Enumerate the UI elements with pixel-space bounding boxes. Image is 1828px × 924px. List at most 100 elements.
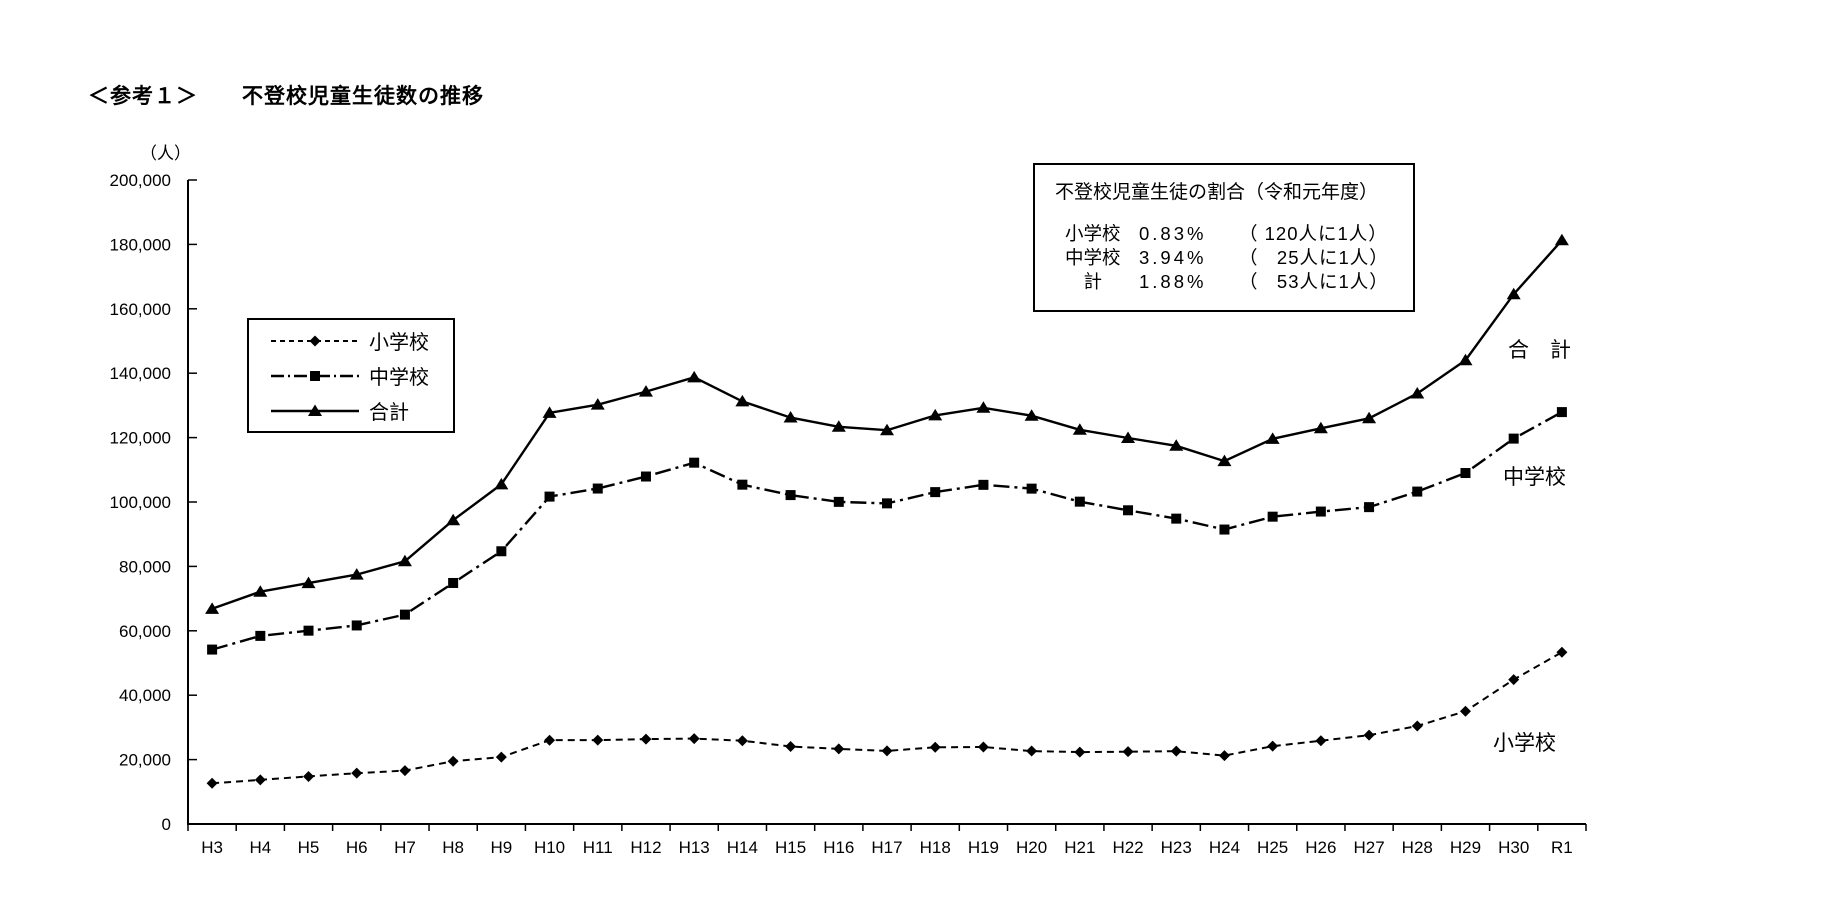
diamond-marker-icon — [785, 740, 797, 752]
triangle-marker-icon — [205, 602, 220, 614]
x-tick-label: H10 — [534, 838, 565, 857]
series-total — [205, 233, 1569, 614]
x-tick-label: H30 — [1498, 838, 1529, 857]
diamond-marker-icon — [833, 743, 845, 755]
triangle-marker-icon — [397, 554, 412, 567]
x-tick-label: H5 — [298, 838, 320, 857]
rate-label: 計 — [1065, 271, 1103, 292]
triangle-marker-icon — [253, 585, 268, 597]
x-tick-label: H9 — [490, 838, 512, 857]
square-marker-icon — [207, 644, 218, 655]
series-annotation-total: 合 計 — [1508, 339, 1571, 362]
triangle-marker-icon — [349, 568, 364, 580]
x-tick-label: H25 — [1257, 838, 1288, 857]
square-marker-icon — [833, 496, 844, 507]
triangle-marker-icon — [1458, 353, 1473, 366]
diamond-marker-icon — [1556, 646, 1568, 658]
square-marker-icon — [1171, 513, 1182, 524]
x-tick-label: H14 — [727, 838, 758, 857]
diamond-marker-icon — [881, 745, 893, 757]
square-marker-icon — [399, 609, 410, 620]
diamond-marker-icon — [977, 741, 989, 753]
series-line-junior_high — [211, 411, 1563, 651]
y-tick-label: 140,000 — [110, 364, 171, 383]
rate-row-total: 計 1.88% （ 53人に1人） — [1065, 270, 1413, 294]
x-tick-label: H4 — [249, 838, 271, 857]
diamond-marker-icon — [1411, 720, 1423, 732]
triangle-marker-icon — [1265, 432, 1280, 444]
square-marker-icon — [592, 483, 603, 494]
legend: 小学校 中学校 合計 — [247, 318, 455, 433]
diamond-marker-icon — [303, 770, 315, 782]
diamond-marker-icon — [399, 765, 411, 777]
triangle-marker-icon — [1217, 454, 1232, 467]
x-tick-label: H15 — [775, 838, 806, 857]
square-marker-icon — [1412, 486, 1423, 497]
diamond-marker-icon — [1459, 705, 1471, 717]
square-marker-icon — [689, 457, 700, 468]
x-tick-label: H21 — [1064, 838, 1095, 857]
triangle-marker-icon — [1362, 411, 1377, 424]
y-tick-label: 20,000 — [119, 751, 171, 770]
rate-ratio: （ 53人に1人） — [1239, 271, 1389, 292]
series-annotation-junior-high: 中学校 — [1503, 466, 1566, 489]
diamond-marker-icon — [1026, 745, 1038, 757]
diamond-marker-icon — [309, 335, 321, 346]
triangle-marker-icon — [1554, 233, 1569, 246]
square-marker-icon — [1219, 524, 1230, 535]
rate-ratio: （ 25人に1人） — [1239, 247, 1389, 268]
diamond-marker-icon — [1508, 674, 1520, 686]
legend-item-total: 合計 — [249, 396, 453, 425]
x-tick-label: H13 — [679, 838, 710, 857]
y-tick-label: 160,000 — [110, 300, 171, 319]
x-tick-label: H3 — [201, 838, 223, 857]
triangle-marker-icon — [783, 411, 798, 423]
x-tick-label: H19 — [968, 838, 999, 857]
triangle-marker-icon — [308, 404, 322, 416]
square-marker-icon — [351, 620, 362, 631]
square-marker-icon — [1074, 496, 1085, 507]
x-tick-label: R1 — [1551, 838, 1573, 857]
x-tick-label: H16 — [823, 838, 854, 857]
square-marker-icon — [882, 498, 892, 509]
legend-label-junior-high: 中学校 — [369, 367, 429, 389]
series-junior_high — [207, 407, 1567, 655]
diamond-marker-icon — [1122, 746, 1134, 758]
x-tick-label: H28 — [1402, 838, 1433, 857]
elementary-line-sample-icon — [271, 335, 359, 346]
square-marker-icon — [930, 487, 941, 498]
triangle-marker-icon — [735, 394, 750, 407]
triangle-marker-icon — [1169, 439, 1184, 451]
square-marker-icon — [785, 490, 796, 501]
diamond-marker-icon — [1170, 745, 1182, 757]
x-tick-label: H29 — [1450, 838, 1481, 857]
junior-high-line-sample-icon — [271, 370, 359, 381]
triangle-marker-icon — [976, 401, 991, 413]
y-tick-label: 180,000 — [110, 235, 171, 254]
x-tick-label: H8 — [442, 838, 464, 857]
rate-box-rows: 小学校 0.83% （ 120人に1人） 中学校 3.94% （ 25人に1人）… — [1065, 222, 1413, 294]
diamond-marker-icon — [1315, 735, 1327, 747]
square-marker-icon — [737, 479, 748, 490]
total-line-sample-icon — [271, 404, 359, 416]
square-marker-icon — [310, 370, 320, 381]
triangle-marker-icon — [1121, 431, 1136, 443]
triangle-marker-icon — [928, 408, 943, 421]
triangle-marker-icon — [446, 513, 461, 526]
x-tick-label: H18 — [920, 838, 951, 857]
x-tick-label: H17 — [871, 838, 902, 857]
triangle-marker-icon — [301, 576, 316, 589]
square-marker-icon — [255, 630, 266, 641]
rate-info-box: 不登校児童生徒の割合（令和元年度） 小学校 0.83% （ 120人に1人） 中… — [1033, 163, 1415, 312]
y-tick-label: 80,000 — [119, 557, 171, 576]
diamond-marker-icon — [1074, 746, 1086, 758]
x-tick-label: H22 — [1112, 838, 1143, 857]
triangle-marker-icon — [494, 477, 509, 490]
rate-ratio: （ 120人に1人） — [1239, 223, 1388, 244]
diamond-marker-icon — [254, 774, 266, 786]
square-marker-icon — [1364, 502, 1375, 513]
legend-item-junior-high: 中学校 — [249, 361, 453, 390]
page-title: ＜参考１＞ 不登校児童生徒数の推移 — [88, 85, 484, 108]
diamond-marker-icon — [1267, 740, 1279, 752]
